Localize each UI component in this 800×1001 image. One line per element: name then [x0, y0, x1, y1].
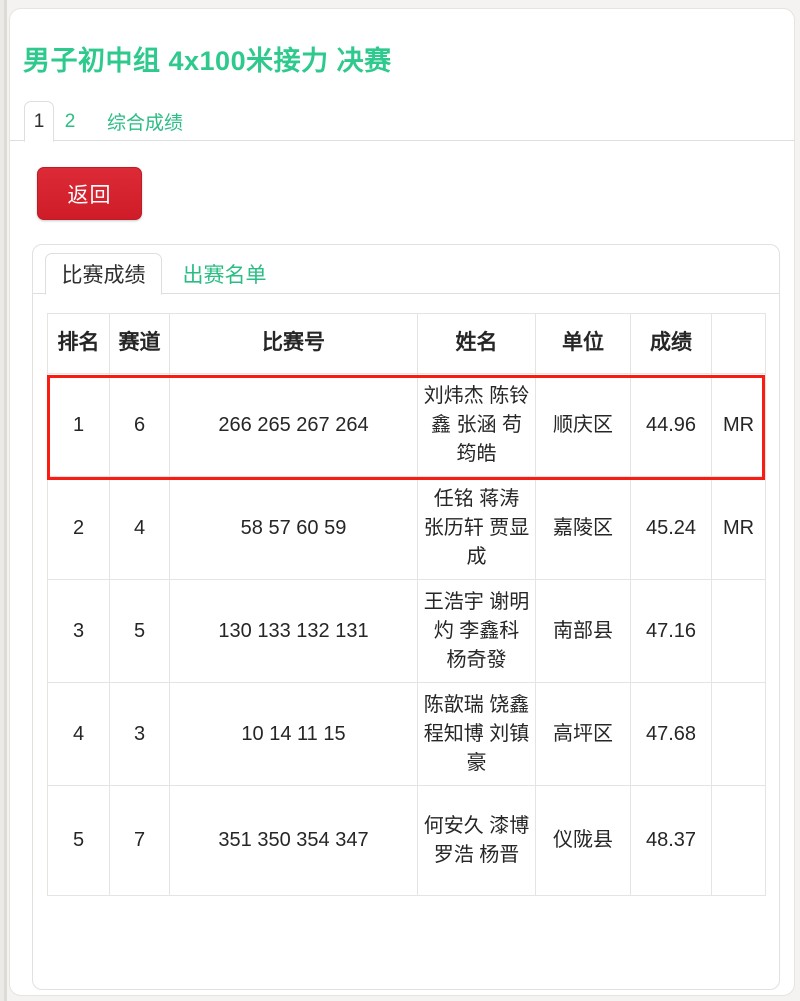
cell-lane: 3 — [109, 682, 170, 786]
results-table: 排名 赛道 比赛号 姓名 单位 成绩 1 6 26 — [47, 313, 766, 896]
cell-rank: 4 — [47, 682, 110, 786]
cell-note — [711, 785, 766, 896]
results-table-head: 排名 赛道 比赛号 姓名 单位 成绩 — [47, 313, 766, 374]
cell-result: 45.24 — [630, 476, 712, 580]
cell-result: 44.96 — [630, 373, 712, 477]
cell-bib: 266 265 267 264 — [169, 373, 418, 477]
cell-result: 48.37 — [630, 785, 712, 896]
breadcrumb-tab-1[interactable]: 1 — [24, 101, 54, 142]
table-row[interactable]: 3 5 130 133 132 131 王浩宇 谢明灼 李鑫科 杨奇發 南部县 … — [47, 579, 766, 683]
cell-names: 任铭 蒋涛 张历轩 贾显成 — [417, 476, 536, 580]
left-rail-inner — [4, 0, 7, 1001]
cell-note — [711, 682, 766, 786]
cell-result: 47.16 — [630, 579, 712, 683]
back-button[interactable]: 返回 — [37, 167, 142, 220]
cell-bib: 130 133 132 131 — [169, 579, 418, 683]
cell-rank: 2 — [47, 476, 110, 580]
left-rail-outer — [0, 0, 4, 1001]
cell-rank: 1 — [47, 373, 110, 477]
cell-unit: 顺庆区 — [535, 373, 631, 477]
main-panel: 男子初中组 4x100米接力 决赛 1 2 综合成绩 返回 比赛成绩 出赛名单 — [9, 8, 795, 996]
cell-names: 王浩宇 谢明灼 李鑫科 杨奇發 — [417, 579, 536, 683]
table-row[interactable]: 1 6 266 265 267 264 刘炜杰 陈铃鑫 张涵 苟筠皓 顺庆区 4… — [47, 373, 766, 477]
col-header-rank: 排名 — [47, 313, 110, 374]
results-table-wrap: 排名 赛道 比赛号 姓名 单位 成绩 1 6 26 — [47, 313, 766, 896]
cell-lane: 6 — [109, 373, 170, 477]
col-header-name: 姓名 — [417, 313, 536, 374]
cell-unit: 高坪区 — [535, 682, 631, 786]
cell-unit: 嘉陵区 — [535, 476, 631, 580]
table-row[interactable]: 5 7 351 350 354 347 何安久 漆博 罗浩 杨晋 仪陇县 48.… — [47, 785, 766, 896]
cell-rank: 3 — [47, 579, 110, 683]
cell-note: MR — [711, 373, 766, 477]
results-table-body: 1 6 266 265 267 264 刘炜杰 陈铃鑫 张涵 苟筠皓 顺庆区 4… — [47, 373, 766, 896]
cell-unit: 南部县 — [535, 579, 631, 683]
cell-lane: 5 — [109, 579, 170, 683]
tab-entry-list[interactable]: 出赛名单 — [182, 264, 267, 287]
cell-note: MR — [711, 476, 766, 580]
col-header-bib: 比赛号 — [169, 313, 418, 374]
cell-names: 刘炜杰 陈铃鑫 张涵 苟筠皓 — [417, 373, 536, 477]
results-card: 比赛成绩 出赛名单 排名 赛道 比赛号 姓名 单位 — [32, 244, 780, 990]
cell-lane: 4 — [109, 476, 170, 580]
cell-bib: 351 350 354 347 — [169, 785, 418, 896]
breadcrumb-tabs: 1 2 综合成绩 — [10, 101, 794, 142]
cell-bib: 10 14 11 15 — [169, 682, 418, 786]
table-row[interactable]: 2 4 58 57 60 59 任铭 蒋涛 张历轩 贾显成 嘉陵区 45.24 … — [47, 476, 766, 580]
cell-result: 47.68 — [630, 682, 712, 786]
table-header-row: 排名 赛道 比赛号 姓名 单位 成绩 — [47, 313, 766, 374]
table-row[interactable]: 4 3 10 14 11 15 陈歆瑞 饶鑫 程知博 刘镇豪 高坪区 47.68 — [47, 682, 766, 786]
cell-unit: 仪陇县 — [535, 785, 631, 896]
cell-bib: 58 57 60 59 — [169, 476, 418, 580]
breadcrumb-tab-2[interactable]: 2 — [64, 110, 76, 132]
breadcrumb-tab-overall-results[interactable]: 综合成绩 — [106, 113, 183, 134]
cell-rank: 5 — [47, 785, 110, 896]
cell-names: 何安久 漆博 罗浩 杨晋 — [417, 785, 536, 896]
col-header-result: 成绩 — [630, 313, 712, 374]
cell-lane: 7 — [109, 785, 170, 896]
cell-note — [711, 579, 766, 683]
col-header-note — [711, 313, 766, 374]
page-title: 男子初中组 4x100米接力 决赛 — [23, 46, 392, 76]
tab-match-results[interactable]: 比赛成绩 — [45, 253, 162, 295]
col-header-unit: 单位 — [535, 313, 631, 374]
results-tabs: 比赛成绩 出赛名单 — [33, 253, 779, 295]
cell-names: 陈歆瑞 饶鑫 程知博 刘镇豪 — [417, 682, 536, 786]
col-header-lane: 赛道 — [109, 313, 170, 374]
